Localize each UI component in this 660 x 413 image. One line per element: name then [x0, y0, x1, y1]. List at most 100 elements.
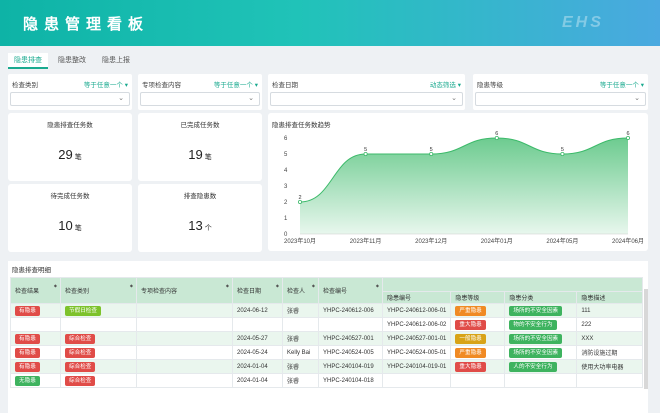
cell-desc: 消防设施过期 [576, 345, 644, 360]
card-number: 10 [58, 218, 73, 233]
level-badge: 重大隐患 [455, 361, 486, 372]
data-point[interactable] [429, 152, 434, 157]
filter-label: 检查日期 [272, 82, 298, 89]
level-badge: 严重隐患 [455, 305, 486, 316]
chart-title: 隐患排查任务数趋势 [272, 122, 331, 129]
tab-bar: 隐患排查 隐患整改 隐患上报 [8, 53, 140, 69]
col-hazard-no[interactable]: 隐患编号 [381, 291, 452, 304]
chart-area [300, 138, 628, 234]
filter-mode-dropdown[interactable]: 等于任意一个 ▾ [599, 82, 644, 89]
filter-check-date: 检查日期 动态筛选 ▾ ⌄ [268, 74, 465, 110]
class-badge: 场所的不安全因素 [509, 305, 563, 316]
data-point[interactable] [625, 135, 630, 140]
cell-level: 严重隐患 [450, 303, 506, 318]
card-value: 13 个 [138, 218, 262, 233]
cell-hazard-no: YHPC-240524-005-01 [381, 345, 452, 360]
cell-special [136, 359, 233, 374]
cell-inspector: 张睿 [282, 331, 319, 346]
col-result[interactable]: 检查结果 [10, 277, 61, 304]
table-row[interactable]: 有隐患 综合检查 2024-01-04 张睿 YHPC-240104-019 YHPC-2… [10, 359, 644, 374]
cell-date: 2024-06-12 [232, 303, 283, 318]
card-pending-tasks: 待完成任务数 10 笔 [8, 184, 132, 252]
page-title: 隐患管理看板 [23, 16, 150, 33]
y-tick-label: 1 [284, 216, 288, 222]
cell-result: 有隐患 [10, 331, 61, 346]
data-label: 5 [430, 147, 433, 153]
tab-hazard-rectification[interactable]: 隐患整改 [58, 57, 86, 64]
card-inspection-tasks: 隐患排查任务数 29 笔 [8, 113, 132, 181]
class-badge: 场所的不安全因素 [509, 347, 563, 358]
y-tick-label: 2 [284, 200, 288, 206]
card-label: 待完成任务数 [50, 193, 90, 200]
card-number: 29 [58, 147, 73, 162]
filter-mode-dropdown[interactable]: 动态筛选 ▾ [429, 82, 461, 89]
y-tick-label: 5 [284, 152, 288, 158]
cell-result: 有隐患 [10, 303, 61, 318]
data-point[interactable] [494, 135, 499, 140]
table-row[interactable]: YHPC-240612-006-02 重大隐患 物的不安全行为 222 [10, 317, 644, 332]
card-completed-tasks: 已完成任务数 19 笔 [138, 113, 262, 181]
cell-desc: 111 [576, 303, 644, 318]
data-point[interactable] [560, 152, 565, 157]
tab-hazard-inspection[interactable]: 隐患排查 [8, 53, 48, 69]
cell-special [136, 317, 233, 332]
col-inspector[interactable]: 检查人 [282, 277, 319, 304]
col-special[interactable]: 专项检查内容 [136, 277, 233, 304]
filter-mode-dropdown[interactable]: 等于任意一个 ▾ [83, 82, 128, 89]
filter-select[interactable]: ⌄ [270, 92, 463, 106]
cell-result: 有隐患 [10, 359, 61, 374]
cell-level: 严重隐患 [450, 345, 506, 360]
data-label: 6 [495, 131, 498, 137]
table-row[interactable]: 有隐患 综合检查 2024-05-24 Kelly Bai YHPC-240524-00… [10, 345, 644, 360]
cell-result: 有隐患 [10, 345, 61, 360]
cell-code: YHPC-240104-019 [318, 359, 383, 374]
y-tick-label: 6 [284, 136, 288, 142]
level-badge: 一般隐患 [455, 333, 486, 344]
col-date[interactable]: 检查日期 [232, 277, 283, 304]
tab-hazard-report[interactable]: 隐患上报 [102, 57, 130, 64]
cell-special [136, 331, 233, 346]
cell-hazard-no: YHPC-240612-006-02 [381, 317, 452, 332]
data-label: 5 [561, 147, 564, 153]
cell-level: 重大隐患 [450, 317, 506, 332]
filter-select[interactable]: ⌄ [475, 92, 646, 106]
result-badge: 有隐患 [15, 333, 40, 344]
brand-logo: EHS [562, 14, 604, 31]
cell-category: 综合检查 [60, 345, 137, 360]
filter-mode-dropdown[interactable]: 等于任意一个 ▾ [213, 82, 258, 89]
col-class[interactable]: 隐患分类 [504, 291, 578, 304]
x-tick-label: 2023年11月 [350, 237, 382, 245]
header-banner: 隐患管理看板 EHS [0, 0, 660, 46]
table-row[interactable]: 无隐患 综合检查 2024-01-04 张睿 YHPC-240104-018 [10, 373, 644, 388]
result-badge: 有隐患 [15, 361, 40, 372]
trend-chart: 0 1 2 3 4 5 6 2023年10月 2023年11月 2023年12月 2024年01月 2… [284, 131, 644, 245]
cell-class: 场所的不安全因素 [504, 345, 578, 360]
cell-code [318, 317, 383, 332]
table-row[interactable]: 有隐患 综合检查 2024-05-27 张睿 YHPC-240527-001 YHPC-2… [10, 331, 644, 346]
filter-label: 隐患等级 [477, 82, 503, 89]
y-tick-label: 4 [284, 168, 288, 174]
x-tick-label: 2023年10月 [284, 237, 316, 245]
result-badge: 有隐患 [15, 347, 40, 358]
col-code[interactable]: 检查编号 [318, 277, 383, 304]
filter-select[interactable]: ⌄ [10, 92, 130, 106]
card-number: 19 [188, 147, 203, 162]
table-scrollbar[interactable] [644, 289, 648, 389]
chevron-down-icon: ⌄ [118, 95, 124, 102]
table-title: 隐患排查明细 [12, 267, 51, 274]
cell-level: 重大隐患 [450, 359, 506, 374]
category-badge: 综合检查 [65, 347, 96, 358]
cell-special [136, 303, 233, 318]
table-row[interactable]: 有隐患 节假日检查 2024-06-12 张睿 YHPC-240612-006 YHPC-… [10, 303, 644, 318]
filter-select[interactable]: ⌄ [140, 92, 260, 106]
filter-label: 检查类别 [12, 82, 38, 89]
data-point[interactable] [363, 152, 368, 157]
col-desc[interactable]: 隐患描述 [576, 291, 644, 304]
cell-inspector: 张睿 [282, 373, 319, 388]
cell-inspector: 张睿 [282, 303, 319, 318]
col-level[interactable]: 隐患等级 [450, 291, 506, 304]
col-category[interactable]: 检查类别 [60, 277, 137, 304]
cell-inspector [282, 317, 319, 332]
cell-category [60, 317, 137, 332]
data-point[interactable] [297, 200, 302, 205]
